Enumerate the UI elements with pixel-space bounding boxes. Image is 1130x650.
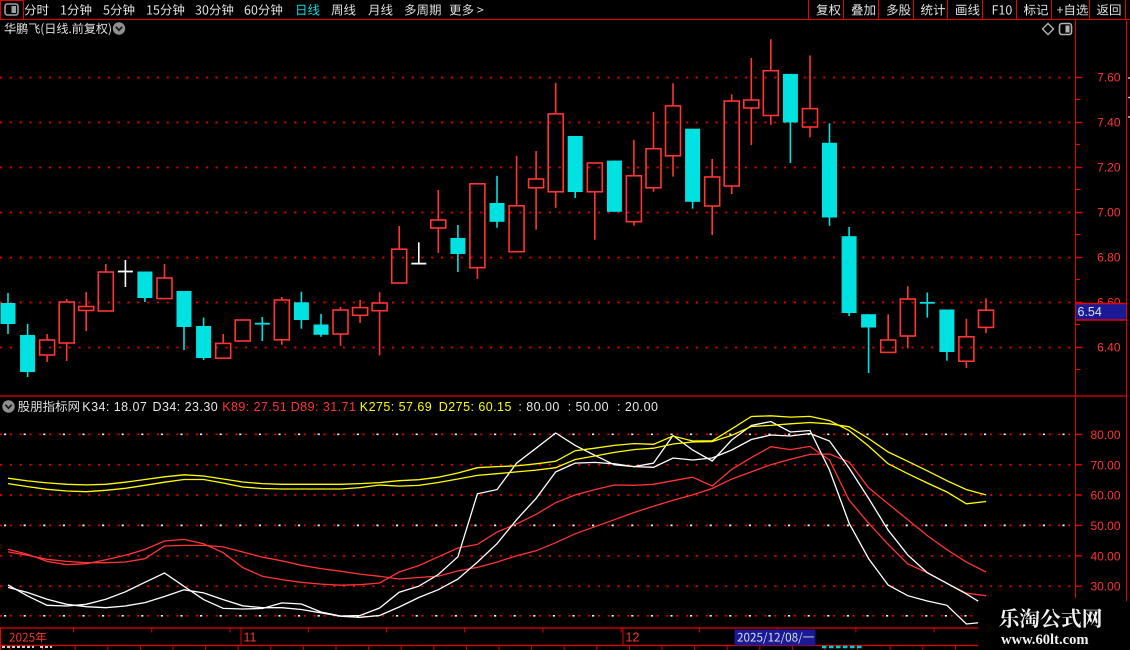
svg-text:30.00: 30.00 [1090, 580, 1120, 594]
svg-text:50.00: 50.00 [1090, 519, 1120, 533]
svg-text:7.60: 7.60 [1097, 71, 1121, 85]
svg-text:60.00: 60.00 [1090, 489, 1120, 503]
svg-text:80.00: 80.00 [1090, 428, 1120, 442]
svg-text:D34: 23.30: D34: 23.30 [153, 400, 219, 414]
svg-text:K275: 57.69: K275: 57.69 [360, 400, 432, 414]
svg-text:: 20.00: : 20.00 [617, 400, 658, 414]
svg-text:www.60lt.com: www.60lt.com [1001, 632, 1089, 648]
svg-text:12: 12 [626, 631, 640, 645]
svg-text:40.00: 40.00 [1090, 549, 1120, 563]
svg-text:6.54: 6.54 [1078, 305, 1102, 319]
svg-text:7.00: 7.00 [1097, 206, 1121, 220]
svg-text:7.40: 7.40 [1097, 116, 1121, 130]
svg-text:K89: 27.51: K89: 27.51 [222, 400, 287, 414]
svg-text:D89: 31.71: D89: 31.71 [291, 400, 357, 414]
svg-text:11: 11 [244, 631, 257, 645]
svg-text:6.40: 6.40 [1097, 341, 1121, 355]
svg-text:D275: 60.15: D275: 60.15 [439, 400, 512, 414]
svg-text:6.80: 6.80 [1097, 251, 1121, 265]
svg-text:K34: 18.07: K34: 18.07 [82, 400, 147, 414]
svg-text:70.00: 70.00 [1090, 458, 1120, 472]
svg-text:: 80.00: : 80.00 [518, 400, 559, 414]
svg-text:: 50.00: : 50.00 [568, 400, 609, 414]
svg-text:7.20: 7.20 [1097, 161, 1121, 175]
